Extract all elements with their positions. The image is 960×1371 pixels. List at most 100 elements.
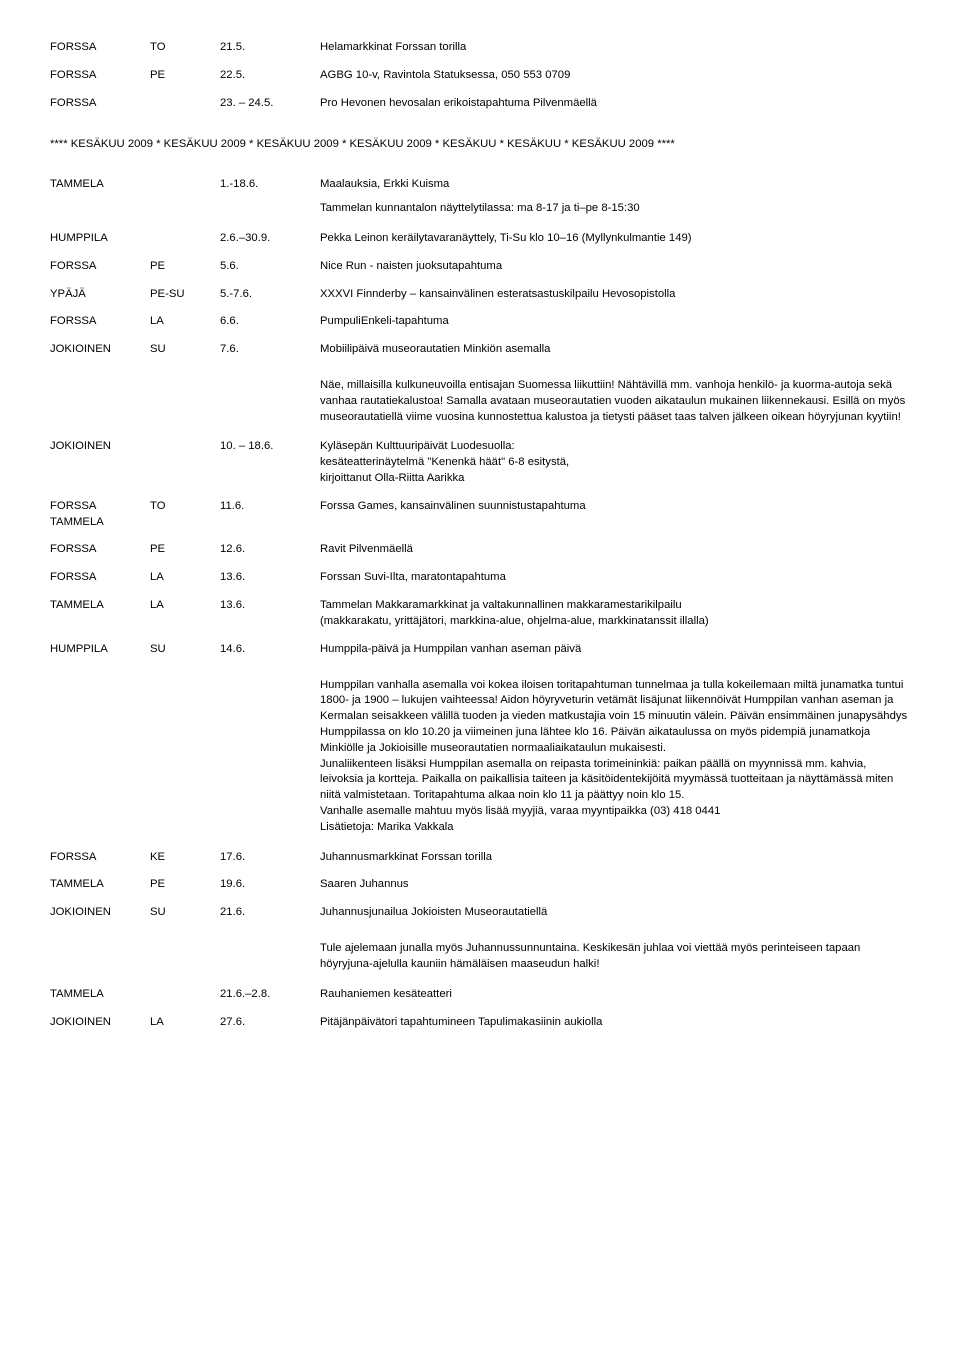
- col-c1: JOKIOINEN: [50, 342, 150, 358]
- col-c4: Saaren Juhannus: [320, 877, 910, 893]
- col-c2: [150, 96, 220, 112]
- description-block: Näe, millaisilla kulkuneuvoilla entisaja…: [320, 378, 910, 425]
- event-row: TAMMELAPE19.6.Saaren Juhannus: [50, 877, 910, 893]
- col-c4: AGBG 10-v, Ravintola Statuksessa, 050 55…: [320, 68, 910, 84]
- col-c2: LA: [150, 314, 220, 330]
- col-c3: 21.5.: [220, 40, 320, 56]
- event-row: HUMPPILASU14.6.Humppila-päivä ja Humppil…: [50, 642, 910, 658]
- col-c1: FORSSA: [50, 96, 150, 112]
- col-c4: Nice Run - naisten juoksutapahtuma: [320, 259, 910, 275]
- event-row: TAMMELA 21.6.–2.8.Rauhaniemen kesäteatter…: [50, 987, 910, 1003]
- event-row: FORSSAPE5.6.Nice Run - naisten juoksutap…: [50, 259, 910, 275]
- col-c3: 21.6.–2.8.: [220, 987, 320, 1003]
- col-c2: PE: [150, 542, 220, 558]
- col-c2: TO: [150, 499, 220, 531]
- col-c1: JOKIOINEN: [50, 1015, 150, 1031]
- col-c2: KE: [150, 850, 220, 866]
- col-c4: Rauhaniemen kesäteatteri: [320, 987, 910, 1003]
- event-row: FORSSAPE12.6.Ravit Pilvenmäellä: [50, 542, 910, 558]
- event-row: YPÄJÄPE-SU5.-7.6.XXXVI Finnderby – kansa…: [50, 287, 910, 303]
- col-c2: SU: [150, 642, 220, 658]
- col-c3: 13.6.: [220, 570, 320, 586]
- col-c3: 21.6.: [220, 905, 320, 921]
- event-row: JOKIOINEN 10. – 18.6.Kyläsepän Kulttuurip…: [50, 439, 910, 486]
- col-c4: Juhannusjunailua Jokioisten Museorautati…: [320, 905, 910, 921]
- event-row: JOKIOINENLA27.6.Pitäjänpäivätori tapahtu…: [50, 1015, 910, 1031]
- col-c3: 17.6.: [220, 850, 320, 866]
- col-c3: 22.5.: [220, 68, 320, 84]
- col-c3: 6.6.: [220, 314, 320, 330]
- col-c3: 13.6.: [220, 598, 320, 630]
- event-row: FORSSAKE17.6.Juhannusmarkkinat Forssan t…: [50, 850, 910, 866]
- col-c2: [150, 439, 220, 486]
- col-c3: 2.6.–30.9.: [220, 231, 320, 247]
- description-block: Tammelan kunnantalon näyttelytilassa: ma…: [320, 201, 910, 217]
- col-c4: PumpuliEnkeli-tapahtuma: [320, 314, 910, 330]
- col-c2: PE: [150, 259, 220, 275]
- col-c1: TAMMELA: [50, 598, 150, 630]
- col-c2: LA: [150, 570, 220, 586]
- col-c2: PE-SU: [150, 287, 220, 303]
- col-c1: FORSSA: [50, 542, 150, 558]
- col-c1: JOKIOINEN: [50, 439, 150, 486]
- col-c4: Humppila-päivä ja Humppilan vanhan asema…: [320, 642, 910, 658]
- col-c4: Juhannusmarkkinat Forssan torilla: [320, 850, 910, 866]
- col-c1: HUMPPILA: [50, 642, 150, 658]
- col-c1: FORSSA: [50, 570, 150, 586]
- col-c1: FORSSA: [50, 68, 150, 84]
- description-block: Humppilan vanhalla asemalla voi kokea il…: [320, 678, 910, 836]
- description-block: Tule ajelemaan junalla myös Juhannussunn…: [320, 941, 910, 973]
- event-row: FORSSATO21.5.Helamarkkinat Forssan toril…: [50, 40, 910, 56]
- event-row: TAMMELA 1.-18.6.Maalauksia, Erkki Kuisma: [50, 177, 910, 193]
- col-c4: XXXVI Finnderby – kansainvälinen esterat…: [320, 287, 910, 303]
- col-c1: TAMMELA: [50, 177, 150, 193]
- event-row: JOKIOINENSU21.6.Juhannusjunailua Jokiois…: [50, 905, 910, 921]
- col-c1: TAMMELA: [50, 987, 150, 1003]
- col-c3: 5.6.: [220, 259, 320, 275]
- event-row: FORSSALA6.6.PumpuliEnkeli-tapahtuma: [50, 314, 910, 330]
- col-c3: 12.6.: [220, 542, 320, 558]
- col-c4: Tammelan Makkaramarkkinat ja valtakunnal…: [320, 598, 910, 630]
- col-c4: Helamarkkinat Forssan torilla: [320, 40, 910, 56]
- col-c3: 5.-7.6.: [220, 287, 320, 303]
- event-row: HUMPPILA2.6.–30.9.Pekka Leinon keräilyta…: [50, 231, 910, 247]
- col-c3: 10. – 18.6.: [220, 439, 320, 486]
- col-c4: Pitäjänpäivätori tapahtumineen Tapulimak…: [320, 1015, 910, 1031]
- event-row: FORSSA TAMMELATO11.6.Forssa Games, kansa…: [50, 499, 910, 531]
- col-c2: SU: [150, 342, 220, 358]
- event-row: TAMMELALA13.6.Tammelan Makkaramarkkinat …: [50, 598, 910, 630]
- col-c3: 11.6.: [220, 499, 320, 531]
- col-c2: [150, 177, 220, 193]
- col-c1: FORSSA: [50, 850, 150, 866]
- col-c2: LA: [150, 598, 220, 630]
- section-header: **** KESÄKUU 2009 * KESÄKUU 2009 * KESÄK…: [50, 137, 910, 153]
- col-c4: Forssan Suvi-Ilta, maratontapahtuma: [320, 570, 910, 586]
- col-c3: 7.6.: [220, 342, 320, 358]
- col-c1: JOKIOINEN: [50, 905, 150, 921]
- col-c2: PE: [150, 877, 220, 893]
- event-row: FORSSA23. – 24.5.Pro Hevonen hevosalan e…: [50, 96, 910, 112]
- col-c1: FORSSA: [50, 314, 150, 330]
- col-c3: 27.6.: [220, 1015, 320, 1031]
- col-c1: FORSSA: [50, 40, 150, 56]
- col-c3: 14.6.: [220, 642, 320, 658]
- col-c3: 19.6.: [220, 877, 320, 893]
- col-c4: Pro Hevonen hevosalan erikoistapahtuma P…: [320, 96, 910, 112]
- col-c2: [150, 231, 220, 247]
- col-c4: Ravit Pilvenmäellä: [320, 542, 910, 558]
- event-row: FORSSAPE22.5.AGBG 10-v, Ravintola Statuk…: [50, 68, 910, 84]
- col-c1: HUMPPILA: [50, 231, 150, 247]
- col-c4: Forssa Games, kansainvälinen suunnistust…: [320, 499, 910, 531]
- col-c1: TAMMELA: [50, 877, 150, 893]
- col-c4: Maalauksia, Erkki Kuisma: [320, 177, 910, 193]
- col-c1: YPÄJÄ: [50, 287, 150, 303]
- event-row: JOKIOINENSU7.6.Mobiilipäivä museorautati…: [50, 342, 910, 358]
- col-c2: TO: [150, 40, 220, 56]
- col-c1: FORSSA TAMMELA: [50, 499, 150, 531]
- col-c4: Kyläsepän Kulttuuripäivät Luodesuolla: k…: [320, 439, 910, 486]
- col-c2: LA: [150, 1015, 220, 1031]
- col-c3: 1.-18.6.: [220, 177, 320, 193]
- col-c2: [150, 987, 220, 1003]
- col-c2: SU: [150, 905, 220, 921]
- event-row: FORSSALA13.6.Forssan Suvi-Ilta, maratont…: [50, 570, 910, 586]
